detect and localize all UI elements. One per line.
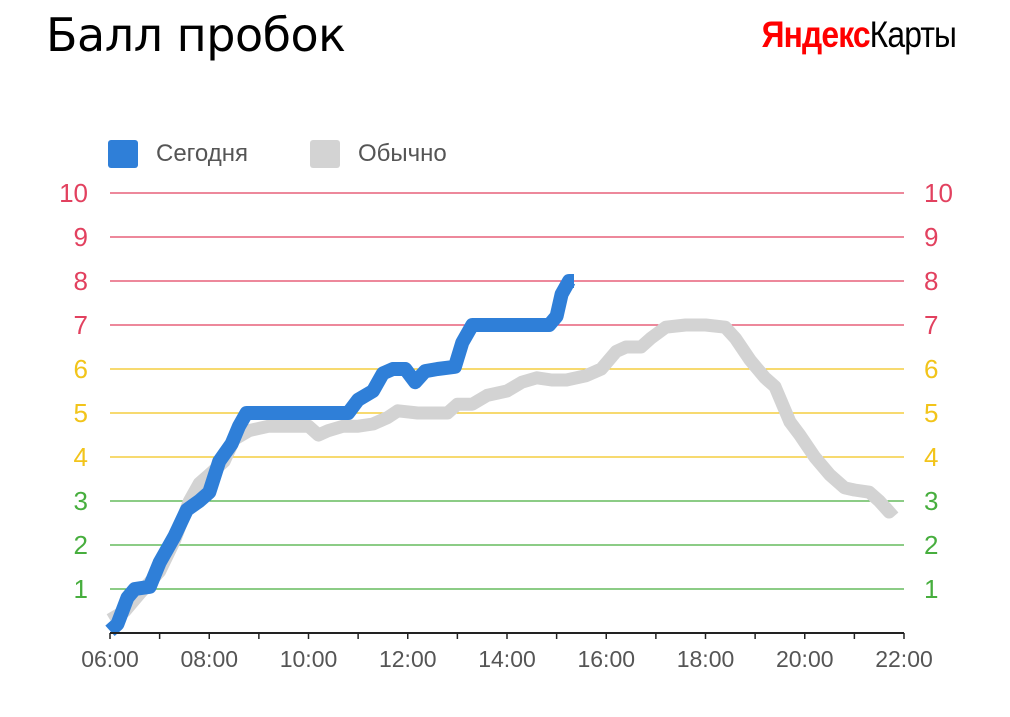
y-tick-left-1: 1 [74, 574, 88, 604]
y-axis-right-labels: 1 2 3 4 5 6 7 8 9 10 [924, 178, 953, 604]
x-tick-label-0800: 08:00 [180, 646, 238, 672]
x-tick-label-1000: 10:00 [280, 646, 338, 672]
x-tick-label-1800: 18:00 [677, 646, 735, 672]
x-tick-label-2200: 22:00 [875, 646, 933, 672]
y-tick-left-5: 5 [74, 398, 88, 428]
y-tick-left-7: 7 [74, 310, 88, 340]
y-tick-right-9: 9 [924, 222, 938, 252]
y-tick-left-6: 6 [74, 354, 88, 384]
y-tick-left-3: 3 [74, 486, 88, 516]
brand-logo: ЯндексКарты [761, 14, 957, 56]
y-tick-right-8: 8 [924, 266, 938, 296]
legend-item-today[interactable]: Сегодня [108, 140, 248, 168]
y-tick-right-3: 3 [924, 486, 938, 516]
y-tick-right-6: 6 [924, 354, 938, 384]
x-tick-label-1400: 14:00 [478, 646, 536, 672]
y-tick-right-1: 1 [924, 574, 938, 604]
x-tick-label-2000: 20:00 [776, 646, 834, 672]
y-tick-right-2: 2 [924, 530, 938, 560]
y-axis-left-labels: 1 2 3 4 5 6 7 8 9 10 [59, 178, 88, 604]
y-tick-left-10: 10 [59, 178, 88, 208]
page-title: Балл пробок [46, 8, 346, 62]
legend-label-usual: Обычно [357, 140, 447, 167]
legend-swatch-usual [309, 140, 340, 168]
y-tick-right-4: 4 [924, 442, 938, 472]
y-tick-left-9: 9 [74, 222, 88, 252]
chart-legend: Сегодня Обычно [108, 140, 509, 168]
x-tick-label-1600: 16:00 [577, 646, 635, 672]
grid-lines [110, 192, 904, 590]
y-tick-left-2: 2 [74, 530, 88, 560]
legend-label-today: Сегодня [156, 140, 248, 167]
y-tick-right-10: 10 [924, 178, 953, 208]
x-tick-label-0600: 06:00 [81, 646, 139, 672]
y-tick-left-4: 4 [74, 442, 88, 472]
y-tick-right-7: 7 [924, 310, 938, 340]
x-tick-label-1200: 12:00 [379, 646, 437, 672]
series-line-today [105, 274, 576, 637]
legend-swatch-today [108, 140, 138, 168]
y-tick-right-5: 5 [924, 398, 938, 428]
series-today [105, 274, 576, 637]
brand-logo-part1: Яндекс [761, 14, 871, 55]
legend-item-usual[interactable]: Обычно [309, 140, 447, 168]
y-tick-left-8: 8 [74, 266, 88, 296]
brand-logo-part2: Карты [869, 14, 957, 55]
x-axis: 06:00 08:00 10:00 12:00 14:00 16:00 18:00 20:00… [81, 632, 933, 672]
